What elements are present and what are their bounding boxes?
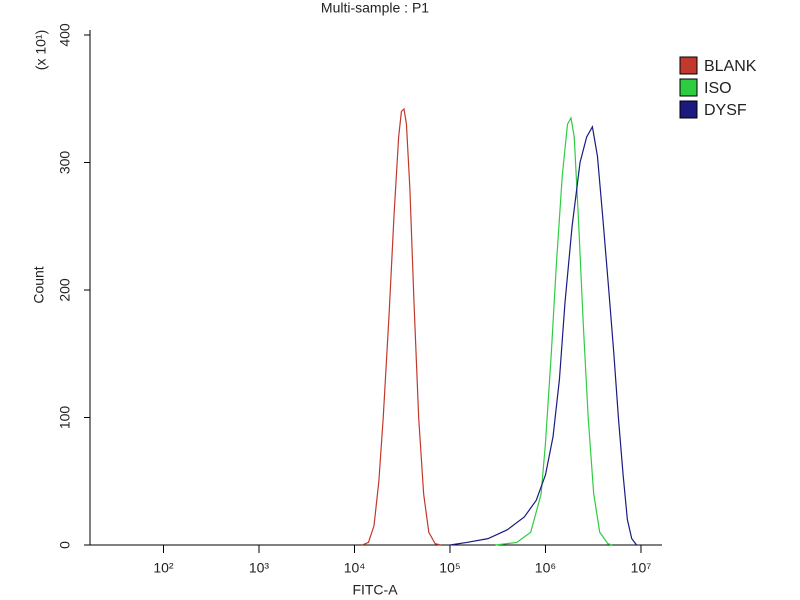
x-tick-label: 10⁵	[439, 560, 460, 576]
y-tick-label: 0	[57, 541, 73, 549]
chart-title: Multi-sample : P1	[321, 0, 429, 16]
legend-swatch	[679, 78, 698, 97]
legend-label: ISO	[704, 80, 732, 97]
x-tick-label: 10³	[249, 560, 270, 576]
y-multiplier: (x 10¹)	[33, 30, 49, 70]
y-tick-label: 400	[57, 23, 73, 47]
histogram-line	[361, 107, 441, 546]
x-axis-label: FITC-A	[352, 582, 398, 598]
x-tick-label: 10⁷	[631, 560, 652, 576]
x-tick-label: 10⁴	[344, 560, 366, 576]
y-tick-label: 100	[57, 406, 73, 430]
legend-swatch	[679, 56, 698, 75]
legend-label: DYSF	[704, 102, 747, 119]
y-tick-label: 300	[57, 151, 73, 175]
y-tick-label: 200	[57, 278, 73, 302]
y-axis-label: Count	[31, 266, 47, 303]
x-tick-label: 10²	[153, 560, 174, 576]
histogram-line	[495, 116, 613, 546]
x-tick-label: 10⁶	[535, 560, 556, 576]
legend-swatch	[679, 100, 698, 119]
histogram-line	[449, 125, 638, 546]
legend-label: BLANK	[704, 58, 757, 75]
